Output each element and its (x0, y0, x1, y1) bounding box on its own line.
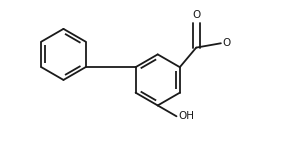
Text: O: O (222, 38, 231, 48)
Text: O: O (192, 10, 200, 20)
Text: OH: OH (178, 111, 194, 121)
